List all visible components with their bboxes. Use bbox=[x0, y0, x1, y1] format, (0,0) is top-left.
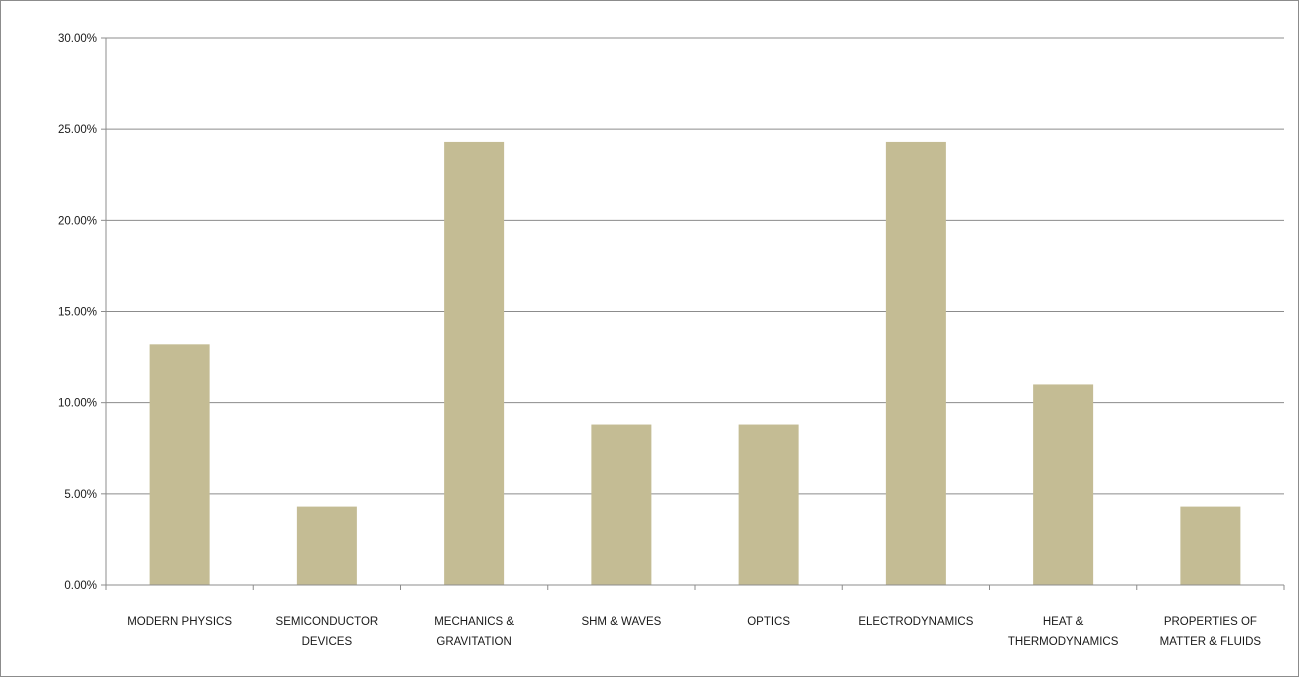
x-category-label-line: PROPERTIES OF bbox=[1164, 616, 1257, 628]
bar bbox=[1033, 384, 1094, 585]
bars bbox=[149, 141, 1241, 585]
y-tick-labels: 0.00% 5.00% 10.00% 15.00% 20.00% 25.00% 30.00% bbox=[58, 33, 97, 592]
x-category-label-line: HEAT & bbox=[1043, 616, 1084, 628]
x-category-label-line: THERMODYNAMICS bbox=[1008, 636, 1119, 648]
y-tick-label: 10.00% bbox=[58, 398, 97, 410]
x-category-label: PROPERTIES OF MATTER & FLUIDS bbox=[1160, 616, 1262, 648]
y-tick-label: 25.00% bbox=[58, 124, 97, 136]
y-tick-label: 20.00% bbox=[58, 215, 97, 227]
bar bbox=[149, 344, 210, 585]
y-tick-label: 15.00% bbox=[58, 307, 97, 319]
y-tick-label: 0.00% bbox=[64, 580, 97, 592]
x-category-label-line: OPTICS bbox=[747, 616, 790, 628]
x-category-label-line: SHM & WAVES bbox=[581, 616, 661, 628]
x-category-label-line: DEVICES bbox=[302, 636, 353, 648]
x-category-label-line: GRAVITATION bbox=[436, 636, 511, 648]
x-category-label: MECHANICS & GRAVITATION bbox=[434, 616, 514, 648]
x-category-label: SHM & WAVES bbox=[581, 616, 661, 628]
bar bbox=[1180, 506, 1241, 585]
y-tick-label: 30.00% bbox=[58, 33, 97, 45]
x-category-label-line: MODERN PHYSICS bbox=[127, 616, 232, 628]
x-category-label-line: ELECTRODYNAMICS bbox=[858, 616, 973, 628]
x-category-label: ELECTRODYNAMICS bbox=[858, 616, 973, 628]
x-category-label-line: SEMICONDUCTOR bbox=[276, 616, 379, 628]
x-category-labels: MODERN PHYSICS SEMICONDUCTOR DEVICES MECHAN… bbox=[127, 616, 1261, 648]
axes bbox=[101, 37, 1285, 590]
x-category-label: MODERN PHYSICS bbox=[127, 616, 232, 628]
x-category-label: HEAT & THERMODYNAMICS bbox=[1008, 616, 1119, 648]
y-tick-label: 5.00% bbox=[64, 489, 97, 501]
x-category-label-line: MECHANICS & bbox=[434, 616, 514, 628]
x-category-label: OPTICS bbox=[747, 616, 790, 628]
x-category-label-line: MATTER & FLUIDS bbox=[1160, 636, 1262, 648]
gridlines bbox=[106, 37, 1284, 495]
bar bbox=[591, 424, 652, 585]
x-category-label: SEMICONDUCTOR DEVICES bbox=[276, 616, 379, 648]
bar bbox=[885, 141, 946, 585]
bar bbox=[738, 424, 799, 585]
bar bbox=[296, 506, 357, 585]
bar bbox=[444, 141, 505, 585]
